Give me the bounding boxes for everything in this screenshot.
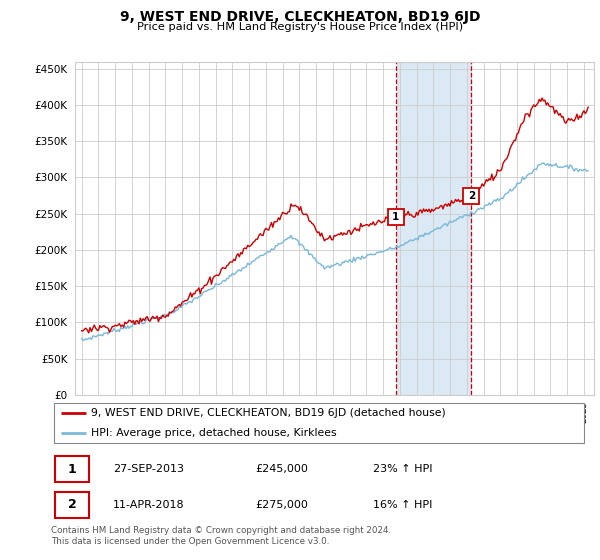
FancyBboxPatch shape (55, 456, 89, 483)
Text: Contains HM Land Registry data © Crown copyright and database right 2024.
This d: Contains HM Land Registry data © Crown c… (51, 526, 391, 546)
Text: 2: 2 (68, 498, 76, 511)
Text: 1: 1 (392, 212, 399, 222)
FancyBboxPatch shape (53, 403, 584, 444)
Text: 2: 2 (468, 190, 475, 200)
Text: HPI: Average price, detached house, Kirklees: HPI: Average price, detached house, Kirk… (91, 428, 337, 438)
Text: 1: 1 (68, 463, 76, 475)
Text: 11-APR-2018: 11-APR-2018 (113, 500, 184, 510)
Text: £245,000: £245,000 (255, 464, 308, 474)
Text: Price paid vs. HM Land Registry's House Price Index (HPI): Price paid vs. HM Land Registry's House … (137, 22, 463, 32)
Text: 27-SEP-2013: 27-SEP-2013 (113, 464, 184, 474)
Text: 16% ↑ HPI: 16% ↑ HPI (373, 500, 433, 510)
Text: 9, WEST END DRIVE, CLECKHEATON, BD19 6JD (detached house): 9, WEST END DRIVE, CLECKHEATON, BD19 6JD… (91, 408, 446, 418)
Text: £275,000: £275,000 (255, 500, 308, 510)
Text: 23% ↑ HPI: 23% ↑ HPI (373, 464, 433, 474)
FancyBboxPatch shape (55, 492, 89, 518)
Text: 9, WEST END DRIVE, CLECKHEATON, BD19 6JD: 9, WEST END DRIVE, CLECKHEATON, BD19 6JD (120, 10, 480, 24)
